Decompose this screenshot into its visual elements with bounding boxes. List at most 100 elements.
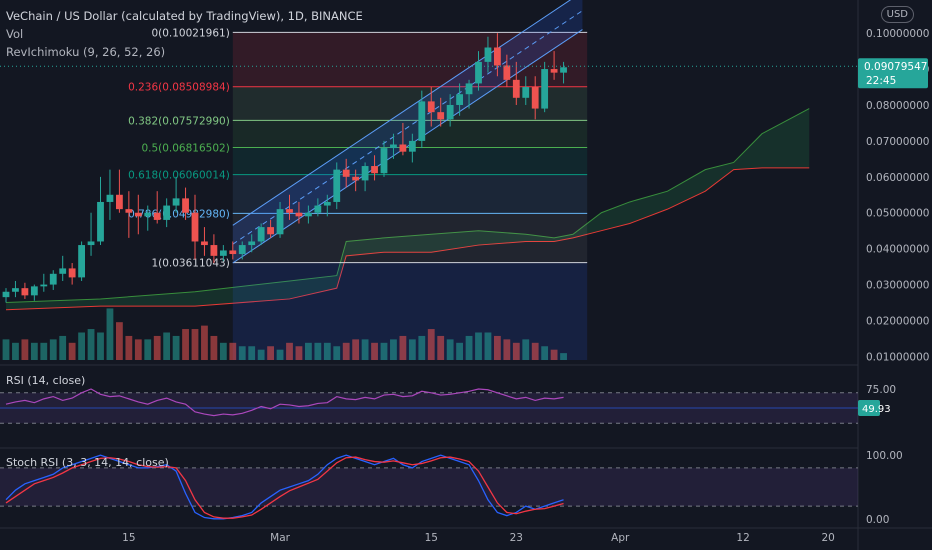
volume-bar [87,329,95,360]
candle-body [494,47,501,66]
time-tick-label: 20 [821,532,834,544]
cloud-fill [6,108,810,310]
candle-body [399,144,407,152]
price-tick-label: 0.10000000 [866,28,929,40]
candle-body [78,245,85,278]
volume-bar [446,339,454,360]
fib-level-label: 0.618(0.06060014) [128,170,230,182]
volume-bar [153,335,161,360]
candle-body [210,245,218,256]
stoch-k-line [5,454,564,520]
candle-body [541,69,549,109]
candle-body [352,176,360,181]
candle-body [163,205,171,220]
candle-body [229,250,237,255]
price-tick-label: 0.01000000 [866,351,929,363]
volume-bar [314,342,322,360]
volume-bar [371,342,378,360]
price-tick-label: 0.05000000 [866,208,929,220]
volume-bar [49,339,57,360]
currency-badge[interactable]: USD [880,6,914,23]
time-axis: 15 Mar 15 23 Apr 12 20 [122,532,835,544]
volume-bar [97,332,104,360]
candle-body [380,148,388,174]
candle-body [371,166,378,174]
time-tick-label: 15 [425,532,438,544]
candle-body [305,212,312,217]
last-price-tag [858,58,928,89]
volume-bar [494,335,501,360]
candle-body [87,241,95,246]
parallel-channel [232,0,583,264]
volume-bar [125,335,133,360]
candle-body [2,291,10,298]
candle-body [390,144,397,149]
volume-bar [21,339,29,360]
candle-body [361,166,369,181]
stoch-d-line [5,456,564,519]
candles [0,33,858,303]
volume-bar [408,339,416,360]
volume-bar [210,335,218,360]
candle-body [153,212,161,220]
candle-body [106,194,114,202]
candle-body [238,245,246,255]
rsi-value-tag [858,400,880,417]
fib-level-label: 0.5(0.06816502) [141,142,229,154]
volume-bar [276,349,284,360]
price-tick-label: 0.08000000 [866,100,929,112]
volume-bar [219,342,227,360]
fib-level-label: 1(0.03611043) [151,258,229,270]
fib-level-label: 0.236(0.08508984) [128,82,230,94]
time-tick-label: 23 [510,532,523,544]
candle-body [116,194,123,210]
stoch-tick-label: 100.00 [866,450,903,462]
candle-body [465,83,473,95]
price-tick-label: 0.07000000 [866,136,929,148]
volume-bar [295,346,303,360]
volume-bar [465,335,473,360]
time-tick-label: Apr [611,532,630,544]
volume-bar [134,339,142,360]
volume-bar [380,342,388,360]
channel-band [232,0,583,264]
volume-bar [503,339,511,360]
candle-body [446,104,454,120]
volume-bar [201,325,208,360]
volume-bars [2,308,567,360]
stoch-band [0,467,858,507]
candle-body [503,65,511,80]
volume-bar [238,346,246,360]
volume-bar [361,339,369,360]
volume-bar [229,342,237,360]
chart-title: VeChain / US Dollar (calculated by Tradi… [6,9,363,23]
volume-bar [182,329,189,360]
candle-body [68,268,76,278]
candle-body [314,205,322,213]
volume-bar [286,342,293,360]
price-tick-label: 0.03000000 [866,280,929,292]
volume-bar [257,349,265,360]
time-tick-label: 12 [736,532,749,544]
candle-body [40,284,48,287]
candle-body [125,209,133,213]
candle-body [30,286,38,296]
volume-bar [40,342,48,360]
fib-zone [232,213,588,263]
volume-bar [30,342,38,360]
candle-body [276,209,284,235]
fib-level-label: 0(0.10021961) [151,27,229,39]
candle-body [97,201,104,242]
candle-body [172,198,180,206]
volume-bar [323,342,331,360]
stoch-rsi-label: Stoch RSI (3, 3, 14, 14, close) [6,456,169,469]
volume-bar [484,332,492,360]
rsi-line [5,388,564,417]
candle-body [484,47,492,62]
volume-bar [163,332,171,360]
channel-lower-line [232,29,583,264]
volume-bar [456,342,463,360]
